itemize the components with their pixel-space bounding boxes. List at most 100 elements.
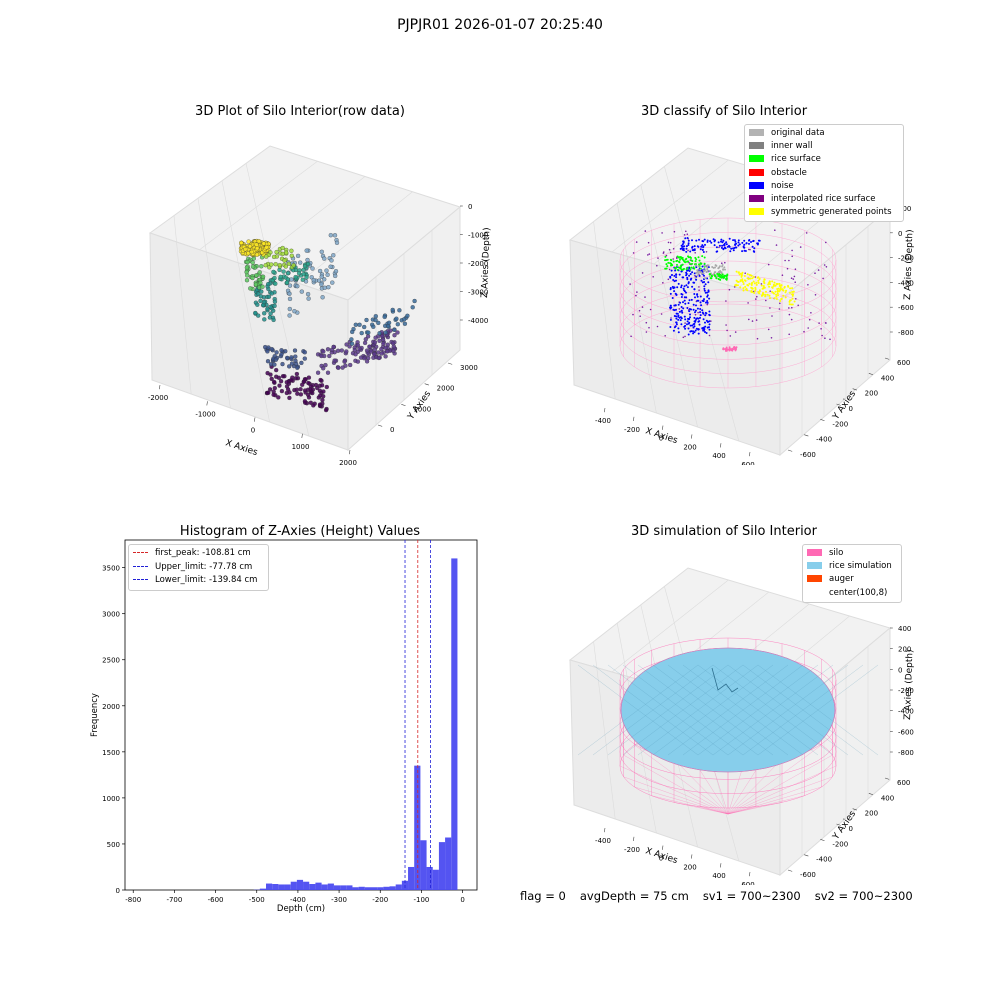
plot1-point [367,344,372,349]
plot2-point [698,274,701,277]
plot2-point [675,323,678,326]
plot2-point [686,269,688,272]
plot2-gridline [593,221,616,400]
plot2-interp-point [808,318,811,321]
plot1-point [268,311,273,316]
plot3-ylabel: Frequency [90,693,100,737]
plot1-x-tick-label: -1000 [195,410,215,418]
plot2-point [696,299,699,302]
plot4-mesh-line [697,664,819,756]
plot3-vlines [404,540,431,890]
plot2-interp-point [635,241,638,243]
plot1-x-tick-mark [206,401,208,406]
plot2-point [690,330,693,333]
plot2-point [728,237,731,240]
plot3-bar [389,886,396,890]
plot2-y-tick-mark [836,403,841,406]
plot1-point [244,265,250,270]
plot2-point [683,260,686,263]
plot2-z-tick-label: -600 [898,304,914,312]
plot4-silo-spoke [619,765,729,815]
plot2-point [734,244,737,246]
plot1-point [287,364,292,369]
plot2-point [691,239,693,242]
plot2-point [714,271,717,274]
plot2-point [742,287,745,290]
plot2-point [742,283,745,285]
plot2-point [687,333,690,336]
plot2-point [702,245,705,248]
plot2-point [680,268,683,271]
plot1-point [245,259,250,265]
plot2-interp-point [748,318,750,321]
plot3-bar [284,884,291,890]
plot4-legend-item: auger [807,573,897,586]
plot2-point [693,325,696,328]
plot2-legend-label: inner wall [771,141,813,152]
plot3-bar [340,885,347,890]
sv1-text: sv1 = 700~2300 [702,889,801,903]
plot1-y-ticks: 0 1000 2000 3000 [377,362,478,434]
plot1-point [250,275,255,281]
plot2-point [681,248,684,251]
plot1-gridline [197,198,231,409]
plot1-point [294,371,300,377]
plot2-x-tick-mark [604,407,606,413]
plot4-y-tick-mark [787,869,793,872]
plot1-point [266,390,271,395]
plot2-point [701,327,704,330]
plot1-point [289,377,294,383]
plot2-interp-point [756,337,759,340]
plot2-interp-point [791,255,793,258]
plot2-interp-point [672,258,674,260]
plot3-x-tick-label: -200 [372,896,388,904]
plot2-point [728,346,731,349]
plot2-point [698,270,701,273]
plot2-point [675,293,678,296]
plot2-point [693,288,696,291]
plot3-bar [395,884,402,890]
plot2-interp-point [649,308,652,311]
plot2-point [743,239,746,242]
plot2-legend-item: obstacle [749,167,899,180]
plot4-x-tick-label: 400 [712,872,725,880]
plot1-point [244,269,249,275]
plot2-point [686,323,688,326]
plot2-point [703,264,706,267]
plot2-point [783,286,786,289]
plot2-point [761,294,764,297]
plot2-point [747,284,750,287]
plot2-point [680,296,683,298]
plot3-y-tick-label: 0 [116,887,120,895]
plot4-z-tick-label: 0 [898,666,902,674]
plot2-point [735,270,738,273]
plot2-point [682,307,685,310]
plot1-point [321,349,326,354]
plot2-point [744,285,747,288]
plot2-x-tick-label: -200 [624,426,640,434]
plot1-point [410,305,415,310]
plot1-point [262,311,267,316]
plot1-3d-raw: -2000 -1000 0 1000 2000 0 1000 2000 3000 0 -1000… [148,145,492,467]
plot2-point [705,301,707,304]
plot2-interp-point [825,241,827,244]
plot2-point [703,256,706,259]
plot1-point [243,247,248,252]
plot1-point [287,283,293,288]
plot3-bar [426,866,433,890]
plot2-point [669,262,672,265]
plot2-point [686,237,689,239]
plot2-point [763,278,766,281]
plot1-point [287,306,292,312]
plot2-point [716,275,719,278]
plot2-point [715,277,718,280]
plot2-point [677,314,680,317]
plot3-bar [321,884,328,890]
plot3-bar [266,883,273,890]
plot1-point [266,294,272,299]
plot2-point [687,327,690,330]
plot2-point [774,290,777,293]
plot1-point [320,397,325,403]
plot2-point [784,291,787,294]
plot2-interp-point [807,327,809,329]
